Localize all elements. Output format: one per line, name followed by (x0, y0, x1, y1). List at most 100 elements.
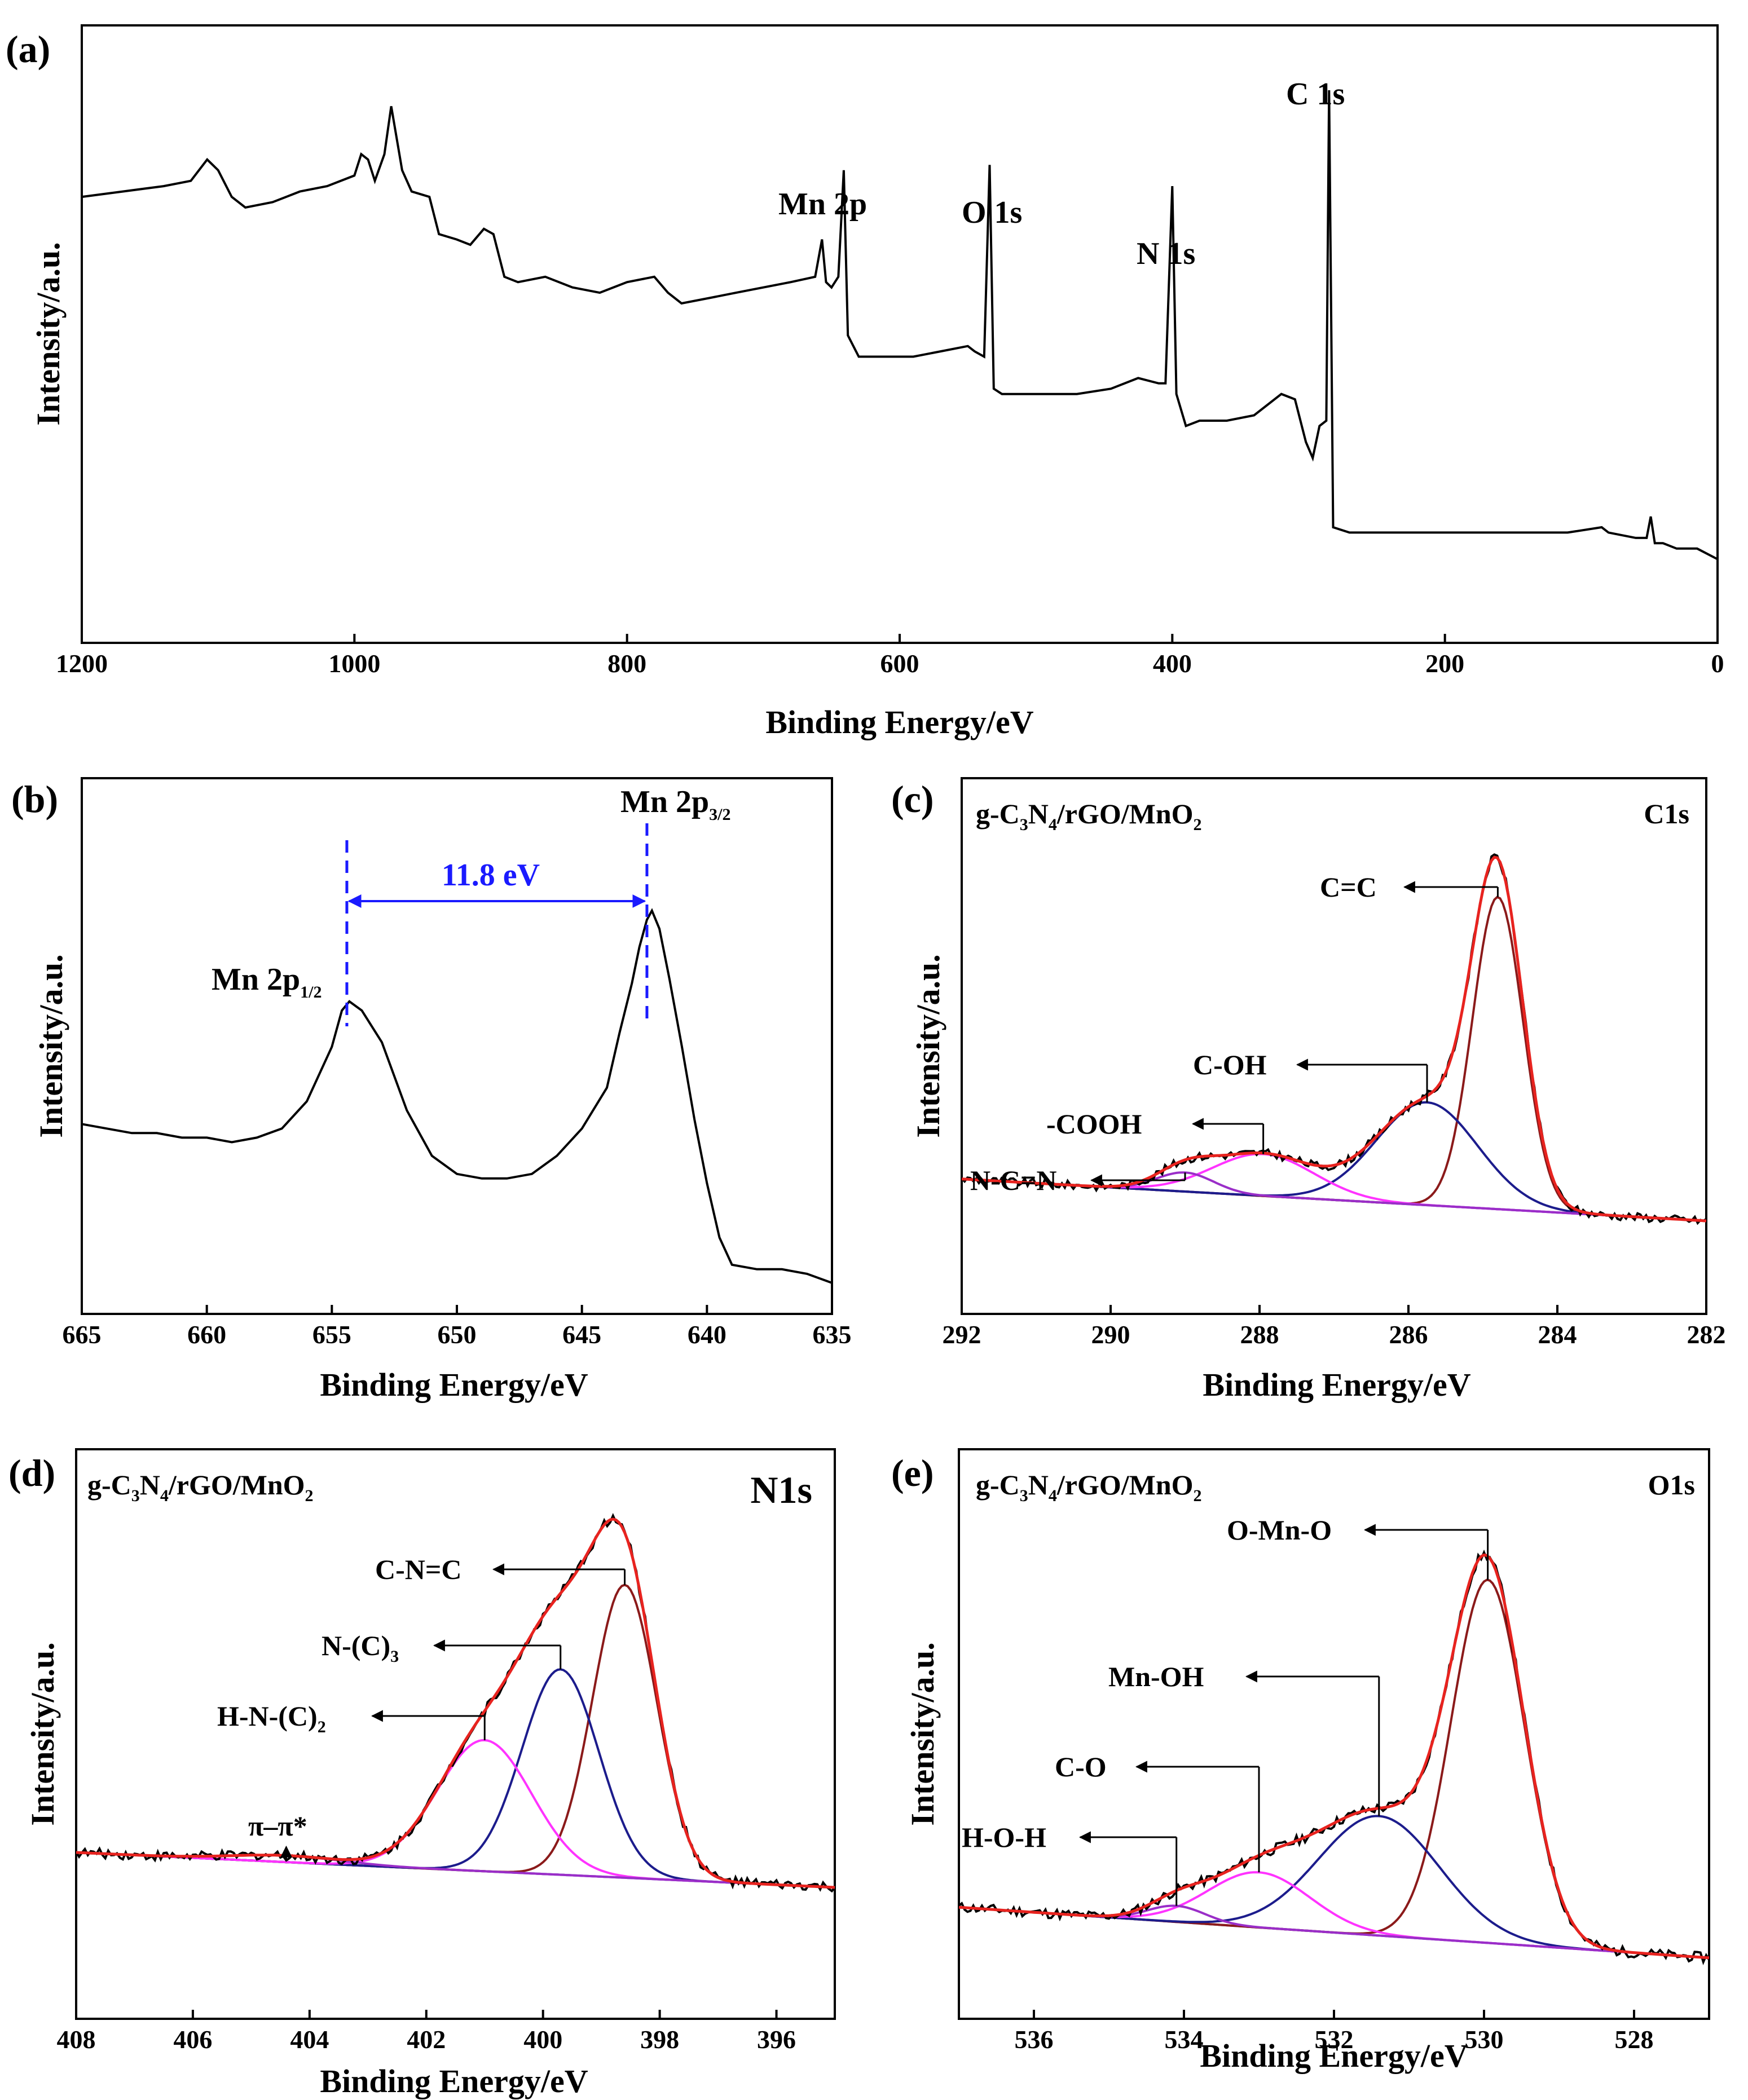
x-tick-label-a-5: 200 (1425, 649, 1464, 678)
x-tick-label-e-1: 534 (1165, 2025, 1204, 2054)
panel-d-ann-0: C-N=C (375, 1554, 461, 1585)
envelope-c (961, 855, 1707, 1223)
x-tick-label-e-3: 530 (1465, 2025, 1504, 2054)
x-tick-label-c-2: 288 (1240, 1320, 1279, 1349)
x-tick-label-c-5: 282 (1687, 1320, 1726, 1349)
panel-e-ann-0: O-Mn-O (1227, 1514, 1332, 1546)
x-tick-label-b-3: 650 (438, 1320, 477, 1349)
panel-e-ann-2: C-O (1055, 1751, 1107, 1783)
peak-label-n1s: N 1s (1137, 236, 1195, 271)
panel-c-ann-0: C=C (1320, 871, 1377, 903)
panel-e-region: O1s (1648, 1469, 1695, 1501)
panel-c-ann-2: -COOH (1046, 1108, 1142, 1140)
panel-e-ann-3: H-O-H (962, 1821, 1046, 1853)
panel-a-label: (a) (6, 28, 50, 70)
panel-d-annotations (280, 1563, 626, 1861)
panel-d-ticks: 408 406 404 402 400 398 396 (57, 2010, 796, 2054)
panel-e: (e) 536 534 532 530 528 g-C3N4/rGO/MnO2 O1s … (891, 1448, 1710, 2074)
panel-d-ann-1: N-(C)3 (322, 1630, 399, 1666)
panel-c-frame (961, 777, 1707, 1315)
x-tick-label-b-2: 655 (312, 1320, 351, 1349)
panel-e-curves (958, 1549, 1710, 1966)
panel-d-ylabel: Intensity/a.u. (24, 1642, 61, 1826)
peak-label-o1s: O 1s (962, 195, 1022, 230)
x-tick-label-c-4: 284 (1538, 1320, 1577, 1349)
peak-mn2p32-main: Mn 2p (620, 784, 709, 819)
panel-b-ylabel: Intensity/a.u. (33, 954, 69, 1138)
x-tick-label-a-4: 400 (1153, 649, 1192, 678)
panel-c-label: (c) (891, 778, 934, 820)
panel-c-ann-3: N-C=N (970, 1164, 1056, 1196)
separation-label: 11.8 eV (442, 858, 540, 893)
x-tick-label-b-1: 660 (187, 1320, 226, 1349)
peak-mn2p32-sub: 3/2 (709, 805, 730, 824)
x-tick-label-e-2: 532 (1315, 2025, 1354, 2054)
panel-c-annotations (1090, 881, 1499, 1186)
panel-d-frame (75, 1448, 836, 2020)
x-tick-label-b-5: 640 (688, 1320, 727, 1349)
panel-e-ann-1: Mn-OH (1108, 1661, 1204, 1692)
panel-d-ann-3: π–π* (248, 1810, 307, 1842)
panel-c-curves (961, 853, 1707, 1225)
x-tick-label-d-0: 408 (57, 2025, 96, 2054)
x-tick-label-d-6: 396 (757, 2025, 796, 2054)
x-tick-label-a-6: 0 (1711, 649, 1724, 678)
x-tick-label-c-0: 292 (943, 1320, 981, 1349)
x-tick-label-a-1: 1000 (328, 649, 380, 678)
panel-a-ylabel: Intensity/a.u. (30, 242, 67, 426)
panel-c-xlabel: Binding Energy/eV (1203, 1366, 1470, 1403)
panel-d-ann-2: H-N-(C)2 (217, 1700, 326, 1736)
x-tick-label-e-0: 536 (1015, 2025, 1054, 2054)
peak-mn2p12-sub: 1/2 (300, 983, 322, 1002)
x-tick-label-c-1: 290 (1091, 1320, 1130, 1349)
peak-label-mn2p12: Mn 2p1/2 (212, 962, 322, 1002)
panel-d-region: N1s (750, 1468, 812, 1511)
x-tick-label-a-3: 600 (880, 649, 919, 678)
panel-c-ticks: 292 290 288 286 284 282 (943, 1305, 1726, 1349)
x-tick-label-d-4: 400 (523, 2025, 562, 2054)
panel-a-ticks: 1200 1000 800 600 400 200 0 (56, 634, 1724, 678)
panel-b-xlabel: Binding Energy/eV (320, 1366, 588, 1403)
panel-b-ticks: 665 660 655 650 645 640 635 (63, 1305, 852, 1349)
panel-d: (d) 408 406 404 402 400 398 396 g-C3N4/rGO/MnO… (8, 1448, 836, 2099)
panel-b: (b) 665 660 655 650 645 640 635 11.8 eV Mn 2p1… (11, 777, 852, 1403)
panel-e-ticks: 536 534 532 530 528 (1015, 2010, 1654, 2054)
peak-mn2p12-main: Mn 2p (212, 962, 300, 997)
envelope-d (76, 1517, 835, 1889)
panel-a-survey-spectrum (81, 90, 1718, 561)
panel-a: (a) 1200 1000 800 600 400 200 0 Mn 2p O 1s N 1… (6, 24, 1724, 740)
panel-e-sample: g-C3N4/rGO/MnO2 (976, 1469, 1202, 1505)
x-tick-label-d-1: 406 (173, 2025, 212, 2054)
panel-d-label: (d) (8, 1452, 55, 1494)
envelope-e (958, 1553, 1710, 1960)
x-tick-label-d-3: 402 (407, 2025, 446, 2054)
peak-label-mn2p: Mn 2p (778, 187, 867, 222)
x-tick-label-d-2: 404 (290, 2025, 329, 2054)
panel-c-region: C1s (1644, 798, 1689, 830)
panel-e-xlabel: Binding Energy/eV (1200, 2037, 1468, 2074)
panel-d-sample: g-C3N4/rGO/MnO2 (87, 1469, 314, 1505)
panel-c-sample: g-C3N4/rGO/MnO2 (976, 798, 1202, 834)
panel-e-annotations (1078, 1524, 1489, 1906)
x-tick-label-a-2: 800 (607, 649, 646, 678)
panel-b-mn2p-spectrum (81, 908, 833, 1284)
panel-c-ylabel: Intensity/a.u. (910, 954, 946, 1138)
peak-label-mn2p32: Mn 2p3/2 (620, 784, 731, 824)
panel-a-xlabel: Binding Energy/eV (765, 704, 1033, 740)
x-tick-label-b-6: 635 (813, 1320, 852, 1349)
panel-d-xlabel: Binding Energy/eV (320, 2063, 588, 2099)
panel-d-curves (75, 1512, 836, 1893)
x-tick-label-b-4: 645 (562, 1320, 601, 1349)
panel-e-ylabel: Intensity/a.u. (904, 1642, 941, 1826)
x-tick-label-b-0: 665 (63, 1320, 102, 1349)
x-tick-label-c-3: 286 (1389, 1320, 1428, 1349)
panel-b-label: (b) (11, 778, 58, 820)
x-tick-label-a-0: 1200 (56, 649, 108, 678)
panel-e-label: (e) (891, 1452, 934, 1494)
x-tick-label-d-5: 398 (640, 2025, 679, 2054)
peak-label-c1s: C 1s (1286, 77, 1345, 112)
panel-c: (c) 292 290 288 286 284 282 g-C3N4/rGO/MnO2 C… (891, 777, 1726, 1403)
panel-c-ann-1: C-OH (1193, 1049, 1267, 1080)
x-tick-label-e-4: 528 (1615, 2025, 1654, 2054)
